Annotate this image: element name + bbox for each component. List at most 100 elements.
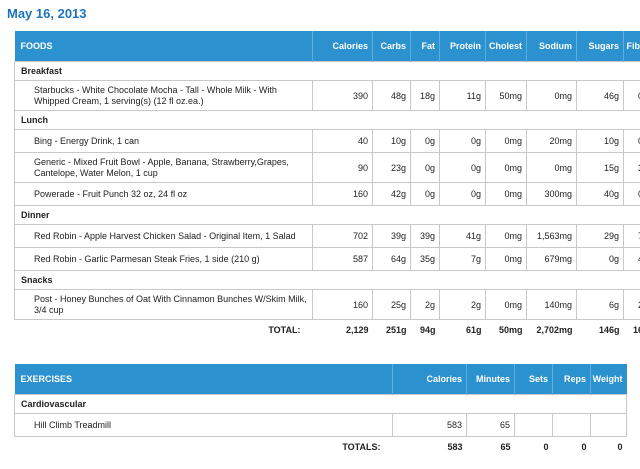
total-label: TOTAL:	[14, 319, 313, 339]
exercise-name[interactable]: Hill Climb Treadmill	[14, 413, 393, 437]
food-value-protein: 2g	[439, 289, 486, 320]
exercise-entry-row: Hill Climb Treadmill 583 65	[14, 413, 627, 437]
food-value-fiber: 4g	[623, 247, 640, 271]
column-header-calories: Calories	[392, 364, 467, 395]
exercises-section-title: EXERCISES	[14, 364, 393, 395]
food-value-calories: 390	[312, 80, 373, 111]
food-value-sugars: 15g	[576, 152, 624, 183]
food-entry-row: Powerade - Fruit Punch 32 oz, 24 fl oz 16…	[14, 182, 640, 206]
column-header-calories: Calories	[312, 31, 373, 62]
food-value-sugars: 29g	[576, 224, 624, 248]
food-value-cholest: 0mg	[485, 129, 527, 153]
food-value-protein: 11g	[439, 80, 486, 111]
food-value-protein: 0g	[439, 152, 486, 183]
food-value-carbs: 48g	[372, 80, 411, 111]
total-value-carbs: 251g	[372, 319, 411, 339]
exercise-value-weight	[590, 413, 627, 437]
food-value-fat: 0g	[410, 152, 440, 183]
food-entry-row: Bing - Energy Drink, 1 can 40 10g 0g 0g 0mg 20…	[14, 129, 640, 153]
total-value-protein: 61g	[439, 319, 486, 339]
meal-header-row: Lunch	[14, 110, 640, 130]
meal-name-breakfast: Breakfast	[14, 61, 640, 81]
food-value-cholest: 0mg	[485, 247, 527, 271]
column-header-minutes: Minutes	[466, 364, 515, 395]
meal-name-snacks: Snacks	[14, 270, 640, 290]
food-value-calories: 160	[312, 182, 373, 206]
food-value-fiber: 0g	[623, 80, 640, 111]
total-value-fiber: 16g	[623, 319, 640, 339]
column-header-sets: Sets	[514, 364, 553, 395]
column-header-protein: Protein	[439, 31, 486, 62]
column-header-weight: Weight	[590, 364, 627, 395]
food-name[interactable]: Powerade - Fruit Punch 32 oz, 24 fl oz	[14, 182, 313, 206]
food-name[interactable]: Red Robin - Apple Harvest Chicken Salad …	[14, 224, 313, 248]
totals-label: TOTALS:	[14, 436, 393, 456]
food-entry-row: Red Robin - Garlic Parmesan Steak Fries,…	[14, 247, 640, 271]
meal-header-row: Snacks	[14, 270, 640, 290]
totals-value-reps: 0	[552, 436, 591, 456]
column-header-sodium: Sodium	[526, 31, 577, 62]
food-name[interactable]: Post - Honey Bunches of Oat With Cinnamo…	[14, 289, 313, 320]
food-value-fat: 2g	[410, 289, 440, 320]
food-value-cholest: 50mg	[485, 80, 527, 111]
food-value-sodium: 140mg	[526, 289, 577, 320]
exercise-value-reps	[552, 413, 591, 437]
food-value-fiber: 0g	[623, 182, 640, 206]
food-value-calories: 702	[312, 224, 373, 248]
column-header-fat: Fat	[410, 31, 440, 62]
food-value-sugars: 10g	[576, 129, 624, 153]
meal-name-dinner: Dinner	[14, 205, 640, 225]
food-entry-row: Post - Honey Bunches of Oat With Cinnamo…	[14, 289, 640, 320]
total-value-sugars: 146g	[576, 319, 624, 339]
food-value-calories: 40	[312, 129, 373, 153]
food-value-carbs: 10g	[372, 129, 411, 153]
foods-section-title: FOODS	[14, 31, 313, 62]
food-value-sodium: 0mg	[526, 80, 577, 111]
column-header-carbs: Carbs	[372, 31, 411, 62]
food-name[interactable]: Red Robin - Garlic Parmesan Steak Fries,…	[14, 247, 313, 271]
foods-header-row: FOODS Calories Carbs Fat Protein Cholest Sodiu…	[14, 31, 640, 62]
food-name[interactable]: Bing - Energy Drink, 1 can	[14, 129, 313, 153]
food-value-calories: 587	[312, 247, 373, 271]
total-value-calories: 2,129	[312, 319, 373, 339]
food-value-sodium: 679mg	[526, 247, 577, 271]
exercise-value-minutes: 65	[466, 413, 515, 437]
food-value-carbs: 23g	[372, 152, 411, 183]
food-value-calories: 90	[312, 152, 373, 183]
food-value-carbs: 39g	[372, 224, 411, 248]
food-value-cholest: 0mg	[485, 152, 527, 183]
food-value-sugars: 0g	[576, 247, 624, 271]
food-value-cholest: 0mg	[485, 182, 527, 206]
food-value-cholest: 0mg	[485, 289, 527, 320]
total-value-fat: 94g	[410, 319, 440, 339]
meal-name-lunch: Lunch	[14, 110, 640, 130]
food-name[interactable]: Starbucks - White Chocolate Mocha - Tall…	[14, 80, 313, 111]
exercises-header-row: EXERCISES Calories Minutes Sets Reps Weight	[14, 364, 627, 395]
exercises-table: EXERCISES Calories Minutes Sets Reps Weight C…	[14, 364, 627, 456]
food-value-fiber: 3g	[623, 152, 640, 183]
food-value-sodium: 300mg	[526, 182, 577, 206]
food-value-carbs: 42g	[372, 182, 411, 206]
food-value-cholest: 0mg	[485, 224, 527, 248]
total-value-sodium: 2,702mg	[526, 319, 577, 339]
food-value-fiber: 0g	[623, 129, 640, 153]
food-value-protein: 7g	[439, 247, 486, 271]
food-value-carbs: 64g	[372, 247, 411, 271]
totals-value-weight: 0	[590, 436, 627, 456]
foods-table: FOODS Calories Carbs Fat Protein Cholest Sodiu…	[14, 31, 640, 339]
meal-header-row: Dinner	[14, 205, 640, 225]
food-entry-row: Generic - Mixed Fruit Bowl - Apple, Bana…	[14, 152, 640, 183]
food-value-protein: 41g	[439, 224, 486, 248]
food-entry-row: Red Robin - Apple Harvest Chicken Salad …	[14, 224, 640, 248]
exercise-category-name: Cardiovascular	[14, 394, 627, 414]
food-value-fiber: 2g	[623, 289, 640, 320]
total-value-cholest: 50mg	[485, 319, 527, 339]
food-name[interactable]: Generic - Mixed Fruit Bowl - Apple, Bana…	[14, 152, 313, 183]
exercise-value-sets	[514, 413, 553, 437]
food-entry-row: Starbucks - White Chocolate Mocha - Tall…	[14, 80, 640, 111]
food-value-protein: 0g	[439, 129, 486, 153]
food-value-fat: 0g	[410, 182, 440, 206]
food-value-sugars: 6g	[576, 289, 624, 320]
food-value-fat: 39g	[410, 224, 440, 248]
